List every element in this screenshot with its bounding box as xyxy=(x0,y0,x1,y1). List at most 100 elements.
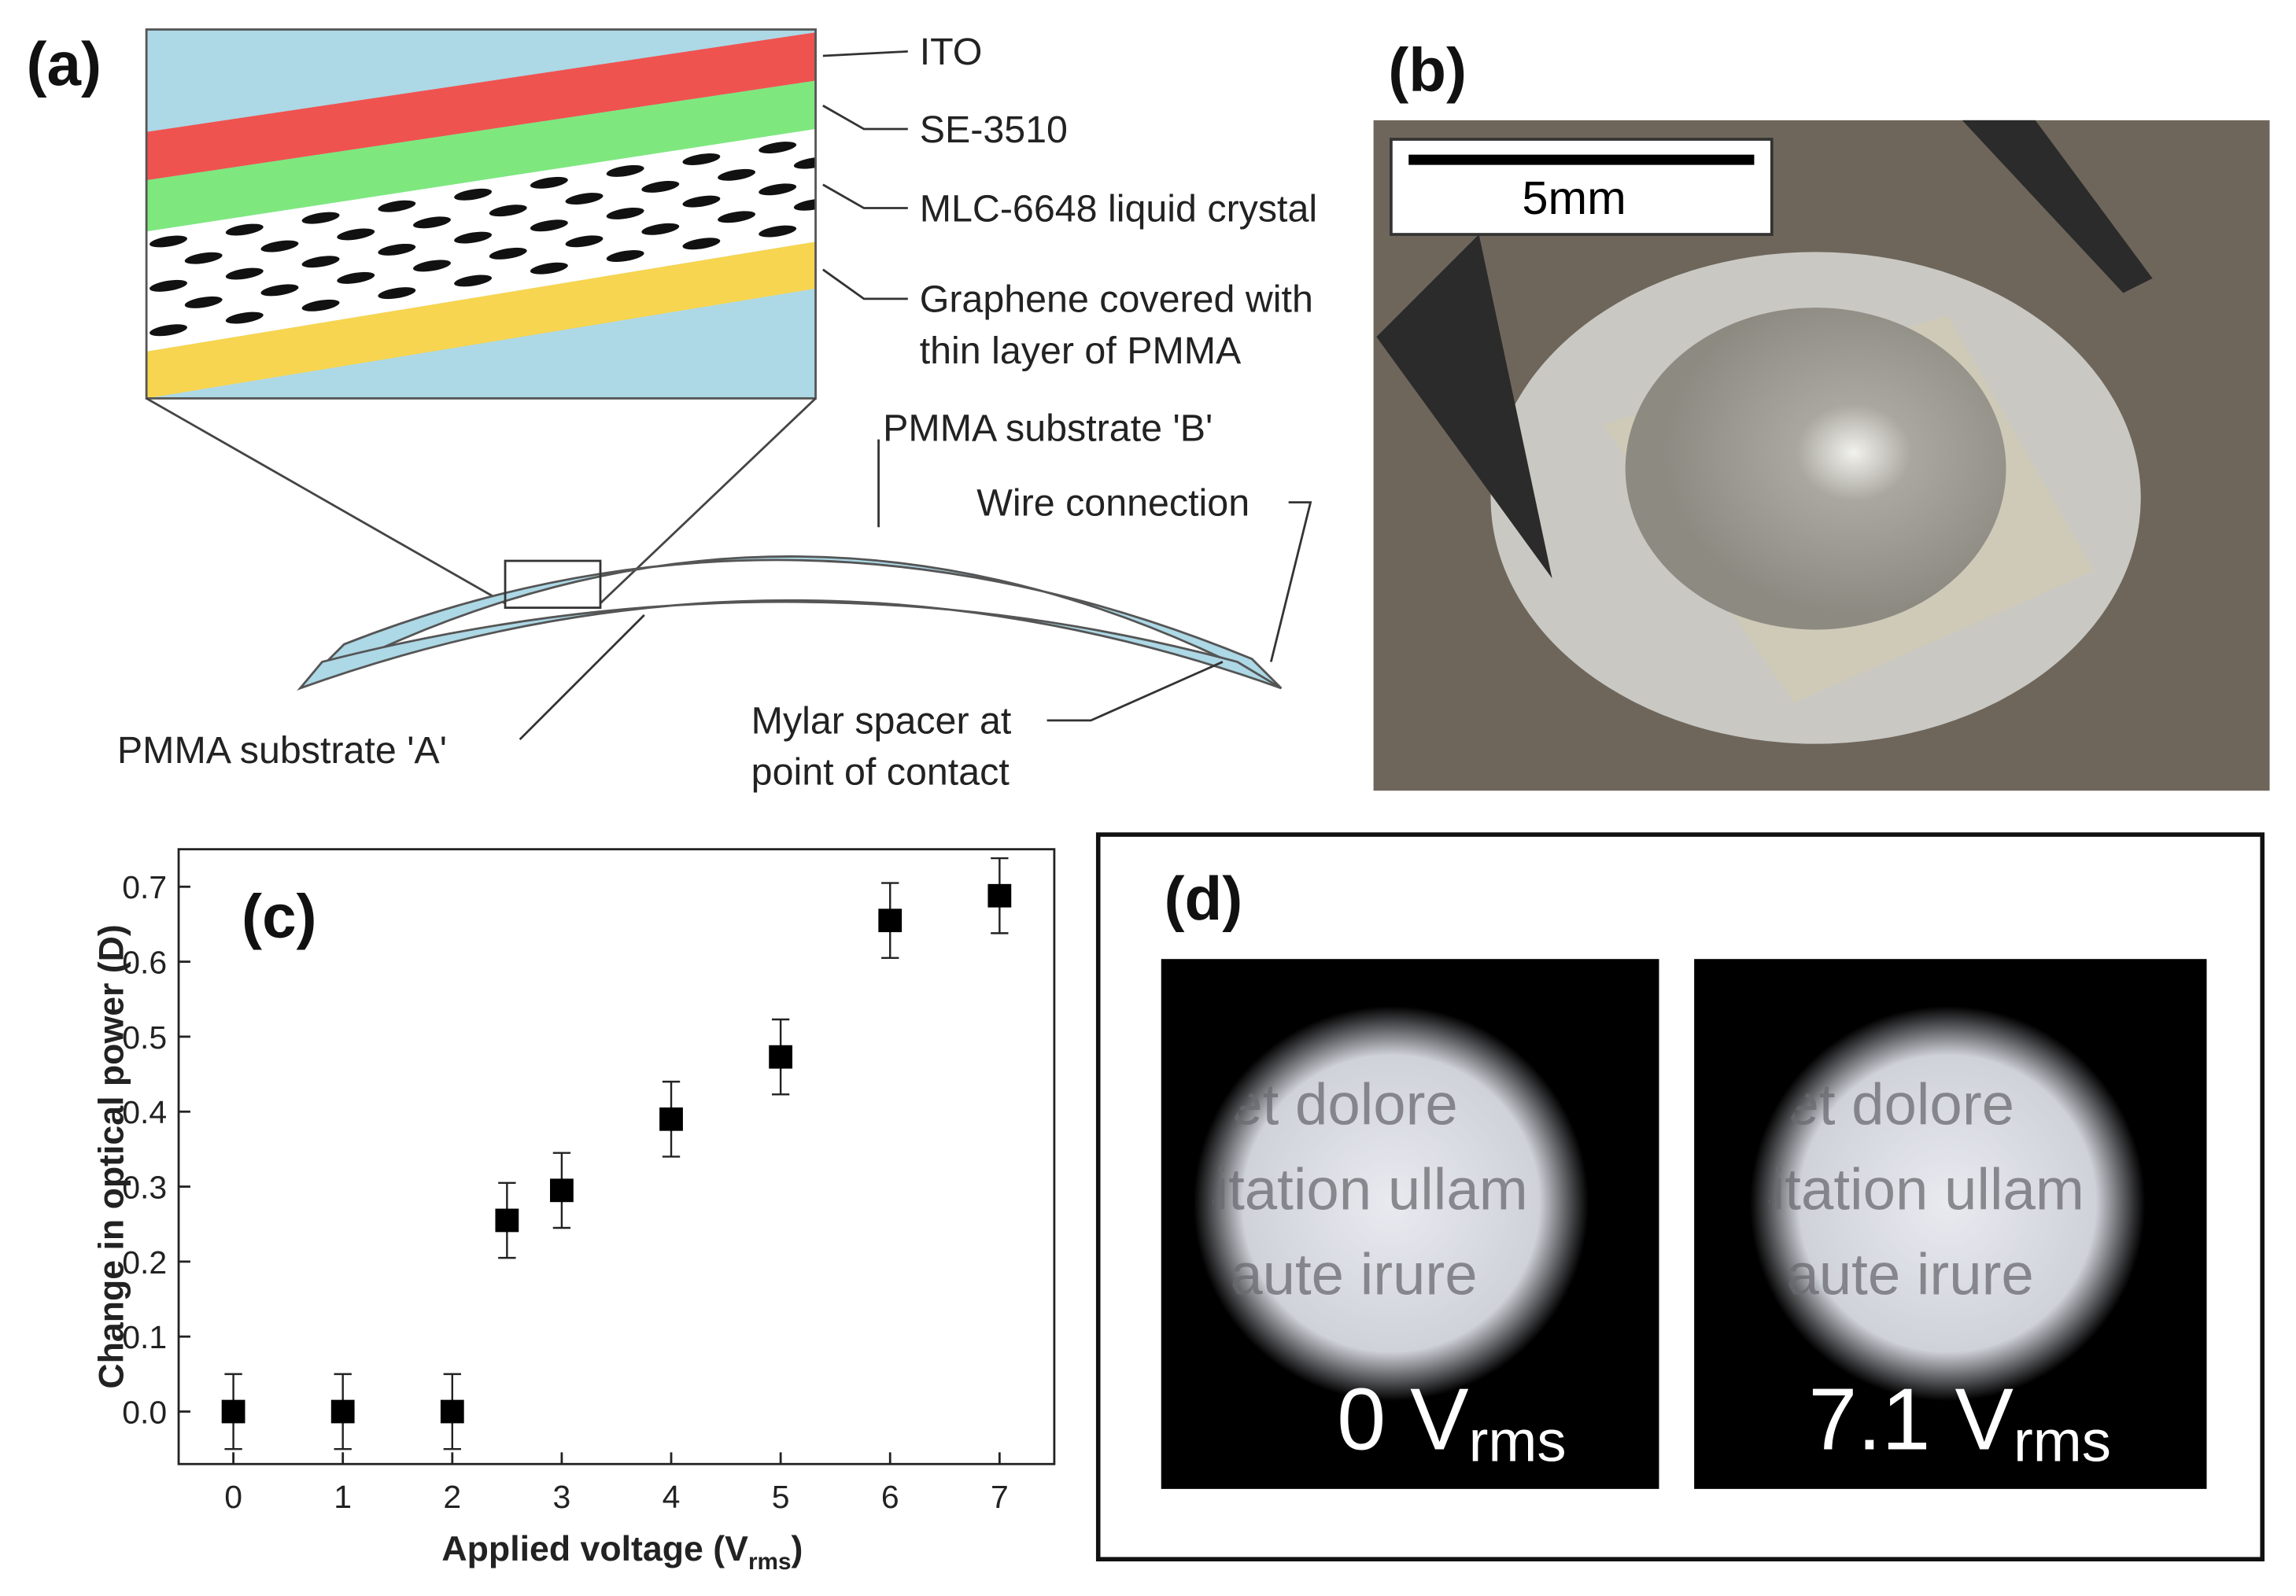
lc-molecule xyxy=(530,219,568,232)
point xyxy=(987,883,1012,908)
y-tick-label: 0.6 xyxy=(122,944,167,980)
lc-molecule xyxy=(454,231,493,244)
lc-molecule xyxy=(378,287,416,300)
x-axis-label-sub: rms xyxy=(748,1549,792,1575)
page-text-line: citation ullam xyxy=(1743,1156,2084,1222)
x-axis-label-end: ) xyxy=(792,1530,803,1568)
label: PMMA substrate 'A' xyxy=(117,729,447,772)
lc-molecule xyxy=(718,168,755,181)
lc-molecule xyxy=(225,223,264,236)
lc-molecule xyxy=(378,200,416,212)
point xyxy=(878,909,903,933)
page-text: et dolore citation ullam aute irure xyxy=(1743,1071,2084,1307)
leader xyxy=(822,183,908,209)
page-text-line: et dolore xyxy=(1230,1071,1458,1137)
box-frame xyxy=(145,28,817,400)
x-tick-label: 4 xyxy=(663,1479,681,1515)
lc-molecule xyxy=(606,250,644,262)
x-axis-label: Applied voltage (Vrms) xyxy=(441,1530,803,1575)
leader xyxy=(519,614,645,741)
point xyxy=(221,1399,245,1424)
lc-molecule xyxy=(489,247,527,260)
lc-molecule xyxy=(184,296,223,308)
ito-layer xyxy=(146,32,816,181)
tweezer xyxy=(1376,234,1552,579)
x-tick-label: 0 xyxy=(224,1479,242,1515)
voltage-label: 7.1 Vrms xyxy=(1808,1370,2111,1474)
leader xyxy=(1046,661,1224,722)
point xyxy=(550,1178,574,1203)
panel-label: (a) xyxy=(26,29,102,98)
lc-molecule xyxy=(225,311,264,324)
x-tick-label: 2 xyxy=(443,1479,461,1515)
lens xyxy=(1625,308,2006,630)
lc-molecule xyxy=(149,235,187,248)
x-axis-label-text: Applied voltage (V xyxy=(441,1530,748,1568)
tweezer xyxy=(1962,120,2153,293)
lc-molecule xyxy=(530,262,568,275)
lc-molecule xyxy=(260,284,299,297)
leader-lines xyxy=(519,50,1312,741)
zoom-box xyxy=(504,559,602,609)
light-spot xyxy=(1193,1005,1589,1402)
lc-molecule xyxy=(260,240,299,252)
label: MLC-6648 liquid crystal xyxy=(920,187,1317,230)
x-tick-label: 3 xyxy=(553,1479,571,1515)
y-tick-label: 0.3 xyxy=(122,1169,167,1205)
zoom-line xyxy=(146,397,506,605)
x-tick-label: 1 xyxy=(334,1479,352,1515)
voltage: 7.1 V xyxy=(1808,1370,2014,1469)
lc-molecule xyxy=(682,238,721,250)
lc-molecule xyxy=(641,223,680,235)
lc-molecule xyxy=(718,211,755,223)
plot-frame xyxy=(177,848,1056,1465)
page-text-line: aute irure xyxy=(1230,1241,1477,1307)
lc-molecules xyxy=(149,142,816,337)
voltage: 0 V xyxy=(1337,1370,1469,1469)
label: ITO xyxy=(920,31,983,73)
voltage-unit: rms xyxy=(2014,1409,2111,1474)
y-tick-label: 0.7 xyxy=(122,869,167,905)
lc-molecule xyxy=(149,324,187,337)
page-text-line: citation ullam xyxy=(1186,1156,1527,1222)
leader xyxy=(1269,501,1312,662)
label: SE-3510 xyxy=(920,109,1068,151)
lc-molecule xyxy=(149,279,187,292)
label: Wire connection xyxy=(976,481,1250,524)
label: Mylar spacer at xyxy=(751,700,1012,743)
substrate-a xyxy=(297,599,1283,691)
lc-molecule xyxy=(413,216,451,229)
light-spot xyxy=(1749,1005,2146,1402)
lc-molecule xyxy=(759,142,797,154)
label: PMMA substrate 'B' xyxy=(883,407,1213,449)
voltage-label: 0 Vrms xyxy=(1337,1370,1567,1474)
voltage-unit: rms xyxy=(1469,1409,1567,1474)
graphene-layer xyxy=(146,241,816,399)
leader xyxy=(822,268,908,300)
x-tick-label: 7 xyxy=(991,1479,1009,1515)
lc-molecule xyxy=(682,195,721,208)
lc-molecule xyxy=(489,205,527,217)
leader xyxy=(822,50,908,57)
y-tick-label: 0.1 xyxy=(122,1319,167,1355)
zoom-line xyxy=(600,397,817,605)
panel-label: (d) xyxy=(1164,864,1242,933)
x-tick-label: 6 xyxy=(881,1479,899,1515)
lc-molecule xyxy=(378,243,416,256)
lc-molecule xyxy=(759,183,797,196)
lc-molecule xyxy=(454,188,493,201)
point xyxy=(440,1399,464,1424)
lc-molecule xyxy=(793,198,816,211)
x-tick-label: 5 xyxy=(772,1479,790,1515)
point xyxy=(769,1045,793,1069)
point xyxy=(330,1399,355,1424)
lc-molecule xyxy=(606,164,644,177)
y-axis-label: Change in optical power (D) xyxy=(92,924,131,1388)
y-tick-label: 0.4 xyxy=(122,1094,167,1130)
label: thin layer of PMMA xyxy=(920,330,1242,372)
lc-molecule xyxy=(454,275,493,287)
lc-molecule xyxy=(682,153,721,165)
layer-stack xyxy=(146,29,816,399)
lc-molecule xyxy=(301,212,340,224)
